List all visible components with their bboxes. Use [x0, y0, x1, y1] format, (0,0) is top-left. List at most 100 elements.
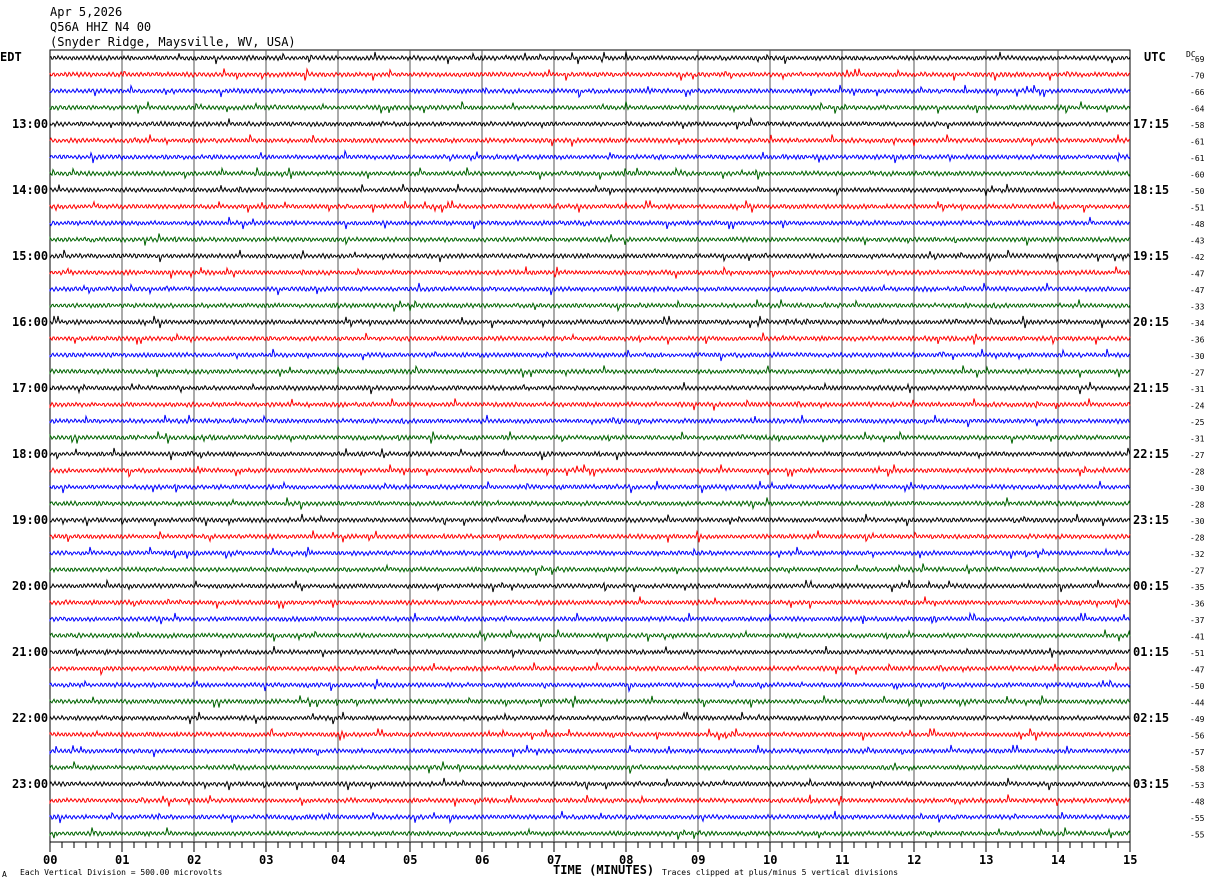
- seismic-trace: [49, 183, 1131, 197]
- dc-offset-label: -51: [1190, 649, 1205, 658]
- row-labels: -69 -70 -66 -64 -58 13:00 17:15 -61 -61 -60 -50 14:…: [12, 55, 1205, 840]
- x-tick-label: 09: [691, 853, 705, 867]
- seismic-trace: [49, 299, 1131, 313]
- x-tick-label: 04: [331, 853, 345, 867]
- grid: [49, 49, 1131, 843]
- dc-offset-label: -48: [1190, 798, 1205, 807]
- seismic-trace: [49, 116, 1131, 130]
- dc-offset-label: -51: [1190, 204, 1205, 213]
- dc-offset-label: -47: [1190, 286, 1205, 295]
- x-tick-label: 01: [115, 853, 129, 867]
- dc-offset-label: -41: [1190, 633, 1205, 642]
- dc-offset-label: -57: [1190, 748, 1205, 757]
- x-tick-label: 05: [403, 853, 417, 867]
- dc-offset-label: -47: [1190, 270, 1205, 279]
- seismic-trace: [49, 83, 1131, 99]
- right-hour-label: 20:15: [1133, 315, 1169, 329]
- channel-label: Q56A HHZ N4 00: [50, 20, 151, 34]
- left-hour-label: 23:00: [12, 777, 48, 791]
- seismic-trace: [49, 727, 1131, 741]
- seismic-trace: [49, 51, 1131, 65]
- dc-offset-label: -31: [1190, 385, 1205, 394]
- seismic-trace: [49, 596, 1131, 609]
- dc-offset-label: -31: [1190, 435, 1205, 444]
- seismic-trace: [49, 827, 1131, 840]
- dc-offset-label: -36: [1190, 600, 1205, 609]
- right-hour-label: 19:15: [1133, 249, 1169, 263]
- seismic-trace: [49, 628, 1131, 643]
- dc-offset-label: -61: [1190, 138, 1205, 147]
- dc-offset-label: -48: [1190, 220, 1205, 229]
- seismic-trace: [49, 464, 1131, 478]
- dc-offset-label: -50: [1190, 682, 1205, 691]
- clip-note: Traces clipped at plus/minus 5 vertical …: [662, 868, 898, 877]
- seismic-trace: [49, 744, 1131, 758]
- dc-offset-label: -28: [1190, 534, 1205, 543]
- corner-mark: A: [2, 870, 7, 879]
- left-hour-label: 19:00: [12, 513, 48, 527]
- scale-note: Each Vertical Division = 500.00 microvol…: [20, 868, 222, 877]
- dc-offset-label: -32: [1190, 550, 1205, 559]
- x-tick-label: 02: [187, 853, 201, 867]
- dc-offset-label: -69: [1190, 55, 1205, 64]
- left-hour-label: 16:00: [12, 315, 48, 329]
- dc-offset-label: -25: [1190, 418, 1205, 427]
- seismic-trace: [49, 761, 1131, 774]
- seismic-trace: [49, 315, 1131, 329]
- seismic-trace: [49, 480, 1131, 494]
- dc-offset-label: -28: [1190, 501, 1205, 510]
- dc-offset-label: -30: [1190, 484, 1205, 493]
- left-hour-label: 20:00: [12, 579, 48, 593]
- seismic-trace: [49, 381, 1131, 395]
- date-label: Apr 5,2026: [50, 5, 122, 19]
- dc-offset-label: -27: [1190, 567, 1205, 576]
- right-hour-label: 00:15: [1133, 579, 1169, 593]
- x-tick-label: 03: [259, 853, 273, 867]
- left-hour-label: 18:00: [12, 447, 48, 461]
- dc-offset-label: -56: [1190, 732, 1205, 741]
- seismic-trace: [49, 777, 1131, 791]
- right-timezone: UTC: [1144, 50, 1166, 64]
- dc-offset-label: -47: [1190, 666, 1205, 675]
- right-hour-label: 23:15: [1133, 513, 1169, 527]
- dc-offset-label: -30: [1190, 352, 1205, 361]
- dc-offset-label: -50: [1190, 187, 1205, 196]
- seismic-trace: [49, 447, 1131, 461]
- plot-frame: [49, 49, 1131, 843]
- dc-offset-label: -34: [1190, 319, 1205, 328]
- seismic-trace: [49, 662, 1131, 677]
- seismic-trace: [49, 611, 1131, 625]
- dc-offset-label: -24: [1190, 402, 1205, 411]
- seismic-trace: [49, 529, 1131, 544]
- left-timezone: EDT: [0, 50, 22, 64]
- x-tick-label: 15: [1123, 853, 1137, 867]
- seismic-trace: [49, 430, 1131, 444]
- x-tick-label: 14: [1051, 853, 1065, 867]
- seismic-trace: [49, 810, 1131, 824]
- seismic-trace: [49, 364, 1131, 378]
- seismic-trace: [49, 414, 1131, 428]
- seismic-trace: [49, 398, 1131, 411]
- dc-offset-label: -58: [1190, 765, 1205, 774]
- seismic-trace: [49, 166, 1131, 180]
- seismic-trace: [49, 149, 1131, 164]
- x-axis: 00 01 02 03 04 05 06 07 08 09 10 11 12 13 14 15: [43, 842, 1137, 867]
- dc-offset-label: -55: [1190, 831, 1205, 840]
- dc-label: DC: [1186, 50, 1196, 59]
- seismic-trace: [49, 695, 1131, 708]
- dc-offset-label: -55: [1190, 814, 1205, 823]
- left-hour-label: 22:00: [12, 711, 48, 725]
- x-tick-label: 13: [979, 853, 993, 867]
- dc-offset-label: -44: [1190, 699, 1205, 708]
- x-axis-title: TIME (MINUTES): [553, 863, 654, 877]
- x-tick-label: 00: [43, 853, 57, 867]
- traces: [49, 51, 1131, 840]
- seismic-trace: [49, 794, 1131, 807]
- seismic-trace: [49, 101, 1131, 115]
- seismic-trace: [49, 200, 1131, 213]
- seismic-trace: [49, 513, 1131, 527]
- x-tick-label: 12: [907, 853, 921, 867]
- dc-offset-label: -43: [1190, 237, 1205, 246]
- right-hour-label: 01:15: [1133, 645, 1169, 659]
